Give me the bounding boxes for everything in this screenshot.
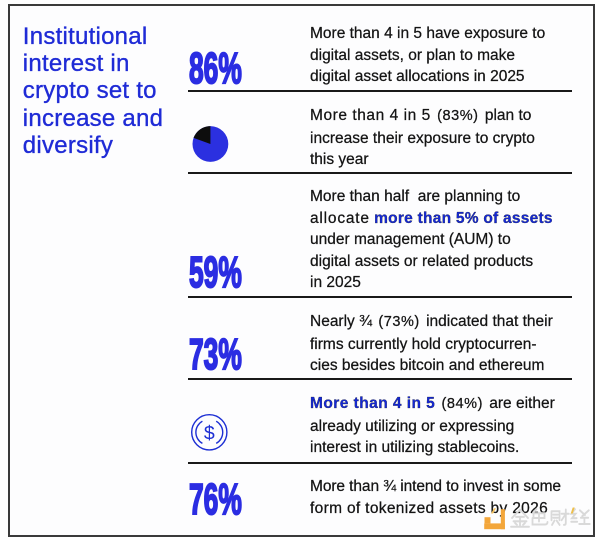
svg-text:$: $ bbox=[204, 422, 215, 444]
